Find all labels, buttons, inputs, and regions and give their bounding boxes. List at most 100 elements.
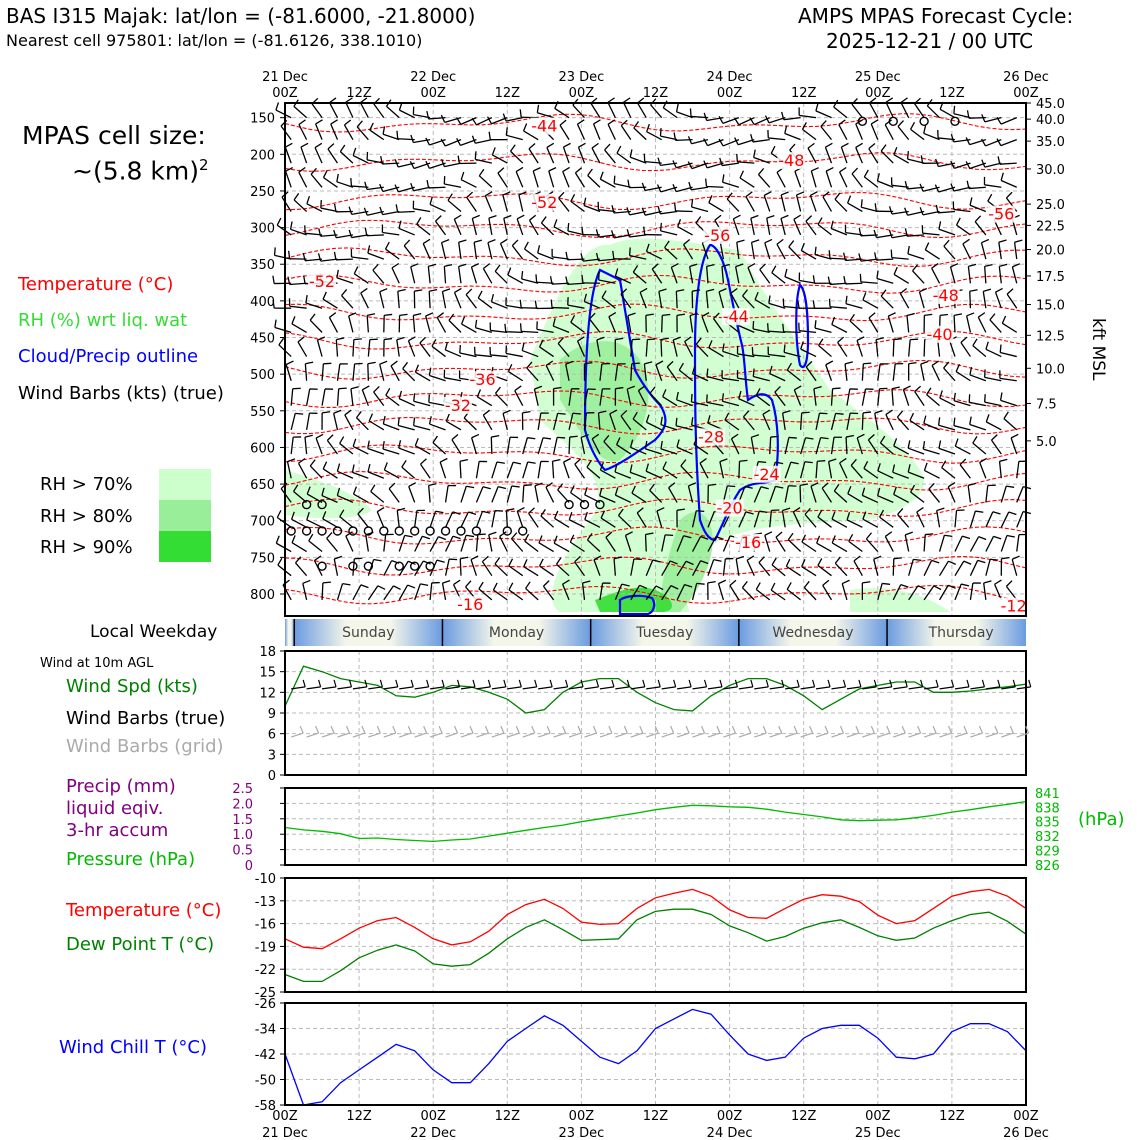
wind-barb-flag: [939, 313, 949, 317]
wind-barb: [876, 277, 894, 284]
legend-wind-speed: Wind Spd (kts): [66, 676, 198, 697]
wind-barb: [861, 206, 878, 213]
wind-barb-flag: [801, 559, 806, 567]
wind-barb: [484, 195, 493, 212]
top-hour-label: 12Z: [643, 86, 669, 101]
wind-barb-flag: [525, 581, 531, 589]
wind-barb: [923, 560, 933, 576]
wind-barb: [1016, 461, 1020, 479]
surface-barb-grid-flag: [793, 725, 798, 734]
wind-barb-flag: [348, 229, 353, 238]
surface-barb-true-flag: [395, 679, 399, 688]
wind-barb-flag: [649, 483, 655, 491]
surface-barb-grid-flag: [315, 725, 320, 734]
surface-barb-grid: [815, 732, 829, 738]
wind-barb: [969, 423, 987, 431]
wind-barb-flag: [440, 138, 446, 147]
wind-barb-flag: [868, 143, 876, 150]
wind-barb-flag: [350, 178, 353, 187]
wind-barb-flag: [931, 360, 940, 367]
wind-barb: [784, 437, 790, 455]
surface-barb-grid: [599, 732, 613, 738]
wind-barb: [385, 394, 400, 407]
wind-barb: [507, 274, 524, 284]
wind-barb-flag: [440, 158, 445, 167]
wind-barb-flag: [788, 436, 797, 439]
surface-barb-true-flag: [873, 679, 877, 688]
wind-barb: [954, 583, 962, 601]
wind-barb: [1000, 399, 1017, 407]
wind-barb: [830, 388, 834, 406]
calm-wind-marker: [409, 526, 420, 536]
wind-barb-flag: [757, 168, 765, 175]
wind-barb-flag: [703, 138, 709, 146]
surface-barb-grid: [769, 732, 782, 738]
temperature-contour: [284, 192, 1027, 211]
wind-barb-flag: [348, 206, 353, 215]
wind-barb: [908, 585, 919, 601]
wind-barb: [850, 464, 863, 479]
wind-barb: [482, 268, 493, 284]
wind-barb-flag: [300, 142, 309, 148]
wind-barb-flag: [863, 460, 869, 469]
wind-barb: [788, 246, 802, 260]
wind-barb-flag: [935, 204, 939, 213]
wind-barb: [783, 305, 801, 309]
wind-barb: [983, 582, 987, 600]
wind-barb-flag: [372, 263, 379, 271]
wind-barb-flag: [953, 105, 956, 114]
wind-barb: [367, 339, 371, 357]
wind-barb-flag: [924, 313, 933, 317]
wind-barb-flag: [800, 341, 804, 350]
calm-wind-marker: [379, 526, 389, 536]
wind-barb: [460, 511, 469, 528]
wind-barb: [568, 388, 573, 406]
wind-barb: [428, 186, 446, 189]
wind-barb-flag: [565, 276, 569, 285]
local-weekday-label: Local Weekday: [90, 622, 218, 642]
wind-barb-flag: [523, 559, 528, 567]
wind-barb: [357, 513, 369, 528]
wind-barb: [384, 469, 400, 479]
wind-barb-flag: [893, 438, 898, 447]
wind-barb-flag: [341, 289, 348, 296]
surface-barb-true-flag: [781, 679, 785, 688]
wind-barb-flag: [947, 584, 956, 589]
wind-barb: [938, 137, 956, 141]
wind-barb: [862, 494, 879, 503]
wind-barb-flag: [770, 435, 779, 438]
surface-barb-grid: [738, 732, 752, 738]
wind-barb: [321, 388, 326, 406]
wind-barb-flag: [972, 338, 978, 346]
wind-barb-flag: [768, 295, 771, 304]
surface-barb-grid: [661, 732, 674, 738]
wind-barb: [551, 461, 555, 479]
cross-section-frame: [284, 102, 1027, 617]
wind-barb: [382, 231, 400, 236]
calm-wind-marker: [857, 116, 868, 127]
bottom-day-label: 22 Dec: [410, 1126, 456, 1140]
wind-barb: [637, 102, 647, 118]
wind-barb: [572, 104, 585, 119]
wind-barb-flag: [395, 204, 399, 213]
wind-barb-flag: [913, 558, 922, 562]
wind-barb-flag: [456, 138, 462, 146]
wind-barb: [768, 353, 786, 358]
precip-tick-label: 0: [245, 859, 253, 874]
wind-barb-flag: [436, 312, 444, 319]
wind-barb: [862, 518, 879, 528]
wind-barb-flag: [457, 155, 461, 164]
surface-barb-grid: [831, 732, 844, 738]
legend-dewpoint: Dew Point T (°C): [66, 934, 215, 955]
wind-barb: [861, 388, 867, 406]
wind-barb-flag: [920, 155, 924, 164]
surface-barb-true: [831, 686, 846, 690]
wind-barb: [633, 127, 647, 141]
wind-barb: [746, 559, 755, 576]
surface-barb-grid: [383, 732, 396, 738]
wind-barb: [379, 364, 385, 381]
wind-barb: [985, 348, 1002, 358]
wind-barb-flag: [615, 337, 624, 341]
wind-barb: [953, 113, 971, 119]
wind-barb: [492, 154, 508, 164]
